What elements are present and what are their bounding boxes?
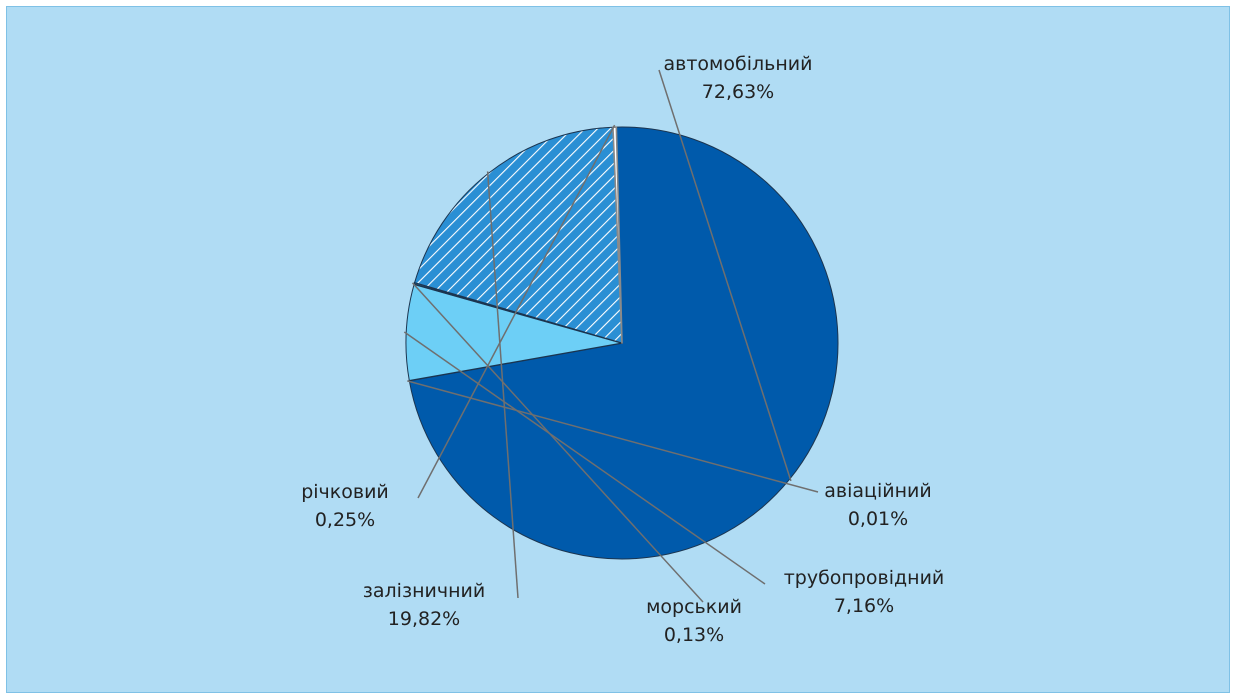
slice-3-name-label: морський [646,596,742,618]
slice-0-name-label: автомобільний [664,53,813,75]
slice-1-leader-line [407,380,819,493]
slice-labels: автомобільний 72,63% авіаційний 0,01% трубоп… [301,53,944,646]
slice-3-leader-line [411,282,704,603]
slice-4-value-label: 19,82% [388,608,460,630]
slice-0-value-label: 72,63% [702,81,774,103]
slice-2-name-label: трубопровідний [784,567,945,589]
slice-1-value-label: 0,01% [848,508,908,530]
slice-1-name-label: авіаційний [824,480,931,502]
slice-0-wedge [408,126,839,560]
pie-slices [405,126,839,560]
leader-lines [403,69,819,603]
slice-0-leader-line [658,69,792,482]
slice-3-value-label: 0,13% [664,624,724,646]
slice-2-value-label: 7,16% [834,595,894,617]
slice-4-wedge [414,126,623,344]
slice-4-name-label: залізничний [363,580,485,602]
slice-5-value-label: 0,25% [315,509,375,531]
slice-5-leader-line [417,124,616,499]
slice-4-leader-line [486,171,519,599]
slice-5-name-label: річковий [301,481,389,503]
slice-2-leader-line [403,331,766,585]
